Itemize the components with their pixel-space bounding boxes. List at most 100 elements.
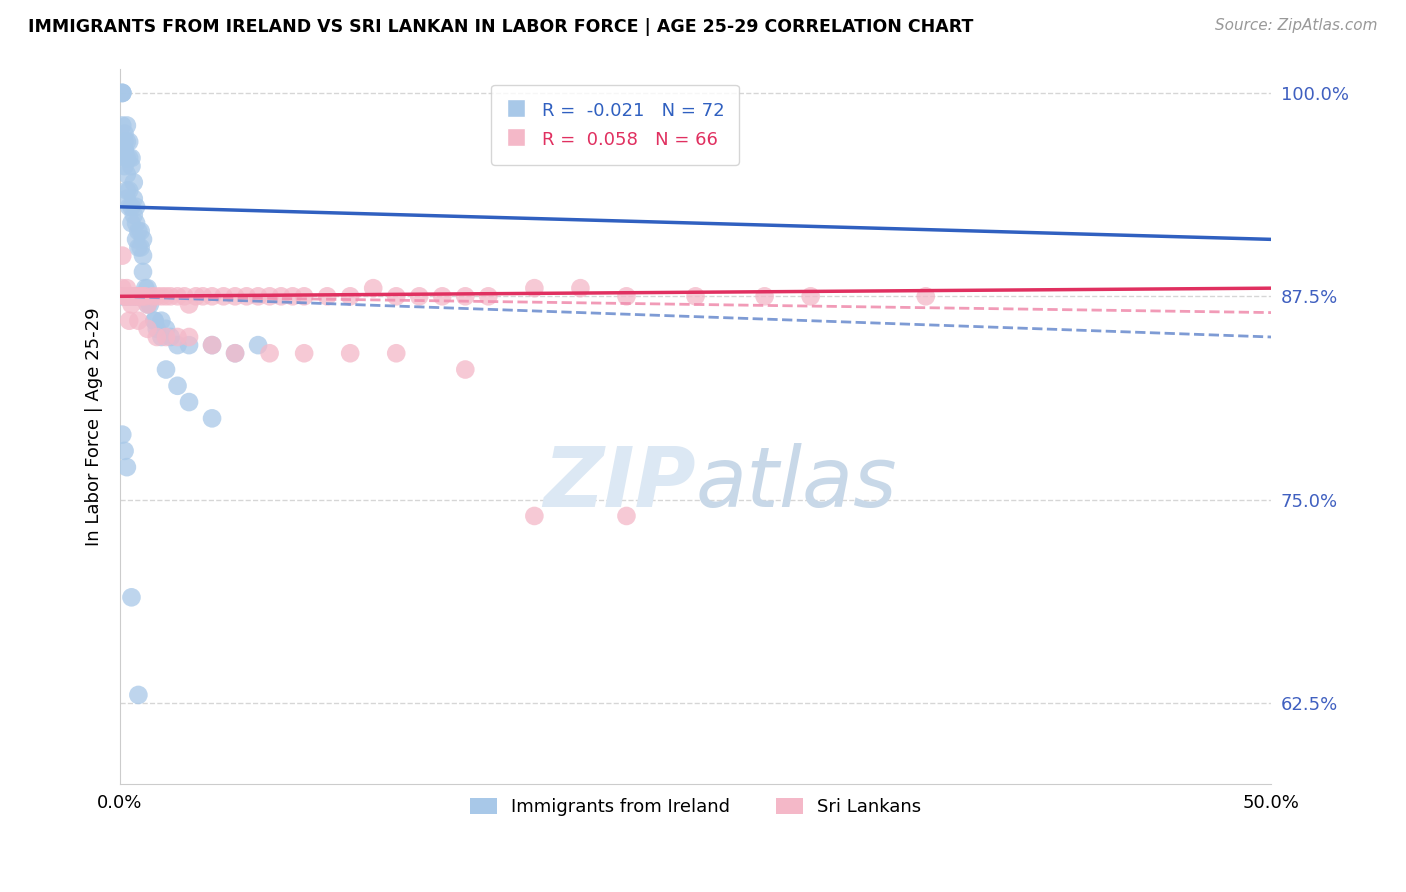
- Point: [159, 289, 181, 303]
- Point: [201, 411, 224, 425]
- Point: [914, 289, 936, 303]
- Point: [316, 289, 339, 303]
- Point: [143, 314, 166, 328]
- Point: [155, 289, 177, 303]
- Point: [454, 362, 477, 376]
- Point: [127, 240, 149, 254]
- Point: [166, 338, 188, 352]
- Point: [118, 289, 141, 303]
- Point: [685, 289, 707, 303]
- Point: [201, 289, 224, 303]
- Point: [127, 289, 149, 303]
- Point: [270, 289, 292, 303]
- Point: [118, 314, 141, 328]
- Point: [523, 508, 546, 523]
- Point: [121, 216, 143, 230]
- Point: [177, 297, 200, 311]
- Point: [146, 322, 169, 336]
- Point: [121, 297, 143, 311]
- Point: [408, 289, 430, 303]
- Point: [173, 289, 195, 303]
- Point: [115, 167, 138, 181]
- Point: [139, 297, 162, 311]
- Point: [155, 362, 177, 376]
- Point: [114, 443, 136, 458]
- Point: [201, 338, 224, 352]
- Point: [292, 346, 315, 360]
- Point: [129, 289, 152, 303]
- Point: [127, 224, 149, 238]
- Point: [134, 289, 156, 303]
- Point: [224, 346, 246, 360]
- Point: [114, 151, 136, 165]
- Point: [121, 159, 143, 173]
- Text: ZIP: ZIP: [543, 443, 696, 524]
- Point: [118, 135, 141, 149]
- Point: [136, 297, 159, 311]
- Text: IMMIGRANTS FROM IRELAND VS SRI LANKAN IN LABOR FORCE | AGE 25-29 CORRELATION CHA: IMMIGRANTS FROM IRELAND VS SRI LANKAN IN…: [28, 18, 973, 36]
- Point: [115, 460, 138, 475]
- Point: [224, 289, 246, 303]
- Point: [184, 289, 207, 303]
- Point: [114, 289, 136, 303]
- Point: [166, 379, 188, 393]
- Point: [111, 427, 134, 442]
- Point: [146, 289, 169, 303]
- Point: [111, 281, 134, 295]
- Point: [122, 176, 145, 190]
- Point: [115, 192, 138, 206]
- Point: [127, 314, 149, 328]
- Point: [125, 289, 148, 303]
- Point: [122, 289, 145, 303]
- Point: [177, 395, 200, 409]
- Point: [132, 249, 155, 263]
- Point: [247, 338, 270, 352]
- Point: [118, 151, 141, 165]
- Point: [247, 289, 270, 303]
- Point: [125, 289, 148, 303]
- Point: [477, 289, 499, 303]
- Point: [361, 281, 384, 295]
- Point: [259, 289, 281, 303]
- Text: Source: ZipAtlas.com: Source: ZipAtlas.com: [1215, 18, 1378, 33]
- Point: [141, 289, 163, 303]
- Point: [385, 289, 408, 303]
- Point: [125, 232, 148, 246]
- Y-axis label: In Labor Force | Age 25-29: In Labor Force | Age 25-29: [86, 307, 103, 546]
- Point: [114, 143, 136, 157]
- Point: [129, 289, 152, 303]
- Point: [115, 184, 138, 198]
- Point: [125, 200, 148, 214]
- Point: [115, 289, 138, 303]
- Point: [132, 289, 155, 303]
- Point: [155, 322, 177, 336]
- Point: [150, 314, 173, 328]
- Point: [136, 281, 159, 295]
- Point: [166, 289, 188, 303]
- Point: [125, 216, 148, 230]
- Point: [132, 289, 155, 303]
- Point: [118, 289, 141, 303]
- Point: [281, 289, 304, 303]
- Point: [235, 289, 257, 303]
- Point: [121, 200, 143, 214]
- Point: [339, 346, 361, 360]
- Point: [127, 289, 149, 303]
- Point: [201, 338, 224, 352]
- Point: [132, 265, 155, 279]
- Point: [115, 281, 138, 295]
- Point: [800, 289, 823, 303]
- Legend: Immigrants from Ireland, Sri Lankans: Immigrants from Ireland, Sri Lankans: [461, 789, 931, 825]
- Point: [115, 135, 138, 149]
- Point: [454, 289, 477, 303]
- Point: [150, 289, 173, 303]
- Point: [432, 289, 454, 303]
- Point: [114, 143, 136, 157]
- Point: [136, 322, 159, 336]
- Point: [111, 119, 134, 133]
- Point: [129, 240, 152, 254]
- Point: [150, 330, 173, 344]
- Point: [115, 119, 138, 133]
- Point: [616, 289, 638, 303]
- Point: [146, 330, 169, 344]
